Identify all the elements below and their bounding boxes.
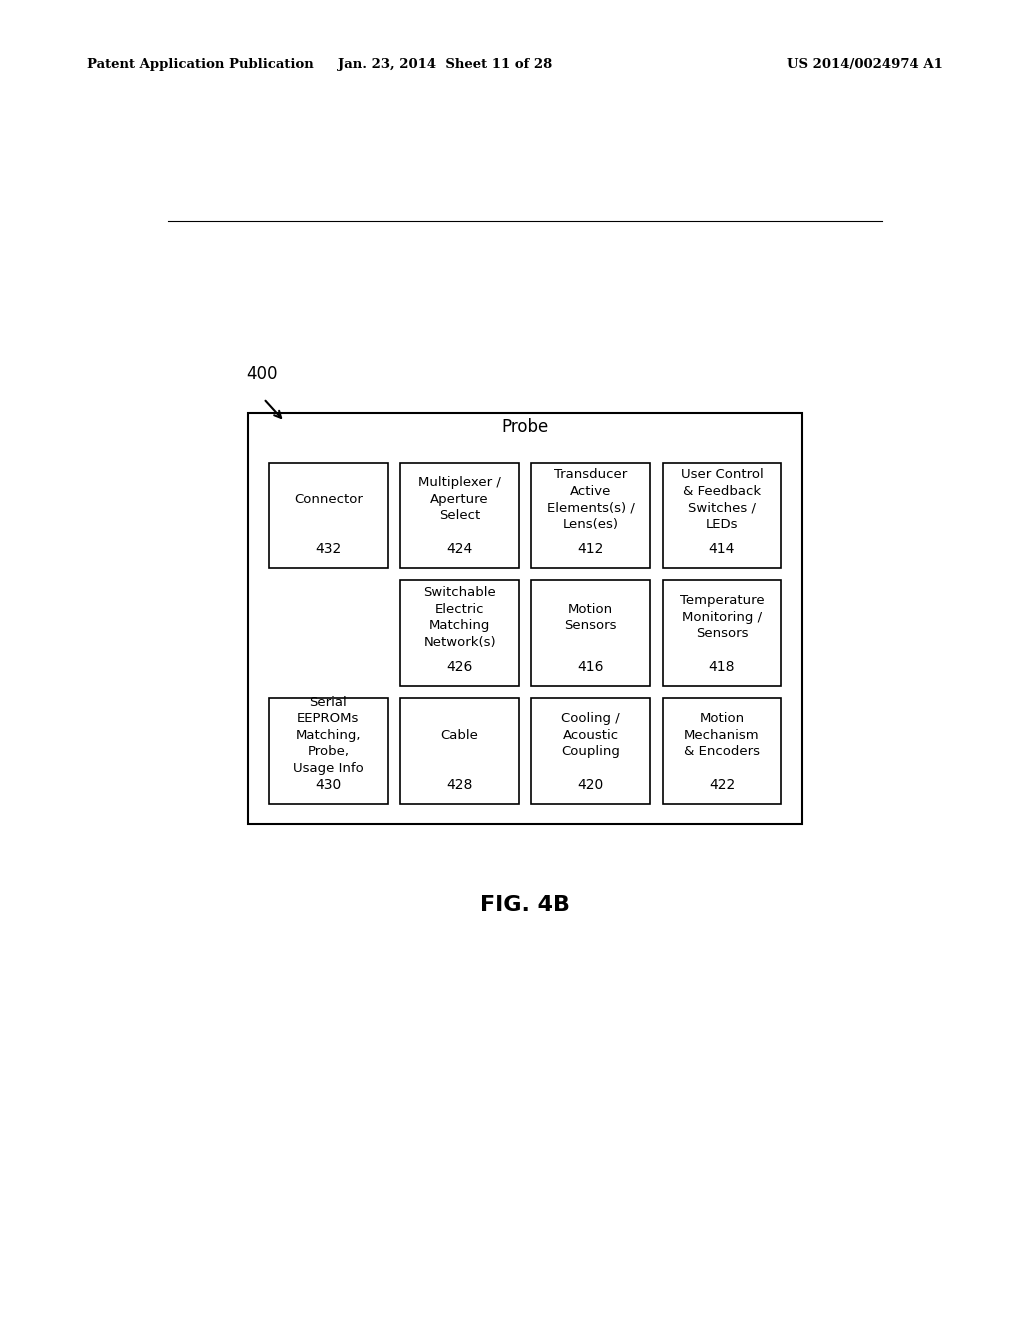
Text: Patent Application Publication: Patent Application Publication (87, 58, 313, 71)
Text: Cable: Cable (440, 729, 478, 742)
Text: Switchable
Electric
Matching
Network(s): Switchable Electric Matching Network(s) (423, 586, 496, 648)
Text: 432: 432 (315, 543, 342, 556)
Text: Cooling /
Acoustic
Coupling: Cooling / Acoustic Coupling (561, 711, 621, 758)
Bar (531, 581, 650, 686)
Text: 414: 414 (709, 543, 735, 556)
Bar (663, 581, 781, 686)
Text: Serial
EEPROMs
Matching,
Probe,
Usage Info: Serial EEPROMs Matching, Probe, Usage In… (293, 696, 364, 775)
Bar (531, 698, 650, 804)
Text: 420: 420 (578, 777, 604, 792)
Text: 416: 416 (578, 660, 604, 675)
Bar (400, 698, 519, 804)
Text: 428: 428 (446, 777, 473, 792)
Text: Probe: Probe (502, 418, 549, 436)
Bar (663, 462, 781, 568)
Text: Transducer
Active
Elements(s) /
Lens(es): Transducer Active Elements(s) / Lens(es) (547, 469, 635, 531)
Bar (248, 413, 802, 825)
Bar (269, 462, 388, 568)
Bar (269, 698, 388, 804)
Text: Multiplexer /
Aperture
Select: Multiplexer / Aperture Select (418, 477, 501, 523)
Text: 430: 430 (315, 777, 342, 792)
Bar (531, 462, 650, 568)
Text: User Control
& Feedback
Switches /
LEDs: User Control & Feedback Switches / LEDs (681, 469, 763, 531)
Text: 400: 400 (246, 366, 278, 383)
Text: 418: 418 (709, 660, 735, 675)
Bar (400, 581, 519, 686)
Text: 412: 412 (578, 543, 604, 556)
Text: Jan. 23, 2014  Sheet 11 of 28: Jan. 23, 2014 Sheet 11 of 28 (338, 58, 553, 71)
Text: Connector: Connector (294, 492, 362, 506)
Text: Motion
Mechanism
& Encoders: Motion Mechanism & Encoders (684, 711, 760, 758)
Text: 422: 422 (709, 777, 735, 792)
Text: 426: 426 (446, 660, 473, 675)
Text: Motion
Sensors: Motion Sensors (564, 602, 617, 632)
Text: 424: 424 (446, 543, 473, 556)
Bar (663, 698, 781, 804)
Text: Temperature
Monitoring /
Sensors: Temperature Monitoring / Sensors (680, 594, 764, 640)
Text: US 2014/0024974 A1: US 2014/0024974 A1 (787, 58, 943, 71)
Bar (400, 462, 519, 568)
Text: FIG. 4B: FIG. 4B (480, 895, 570, 915)
